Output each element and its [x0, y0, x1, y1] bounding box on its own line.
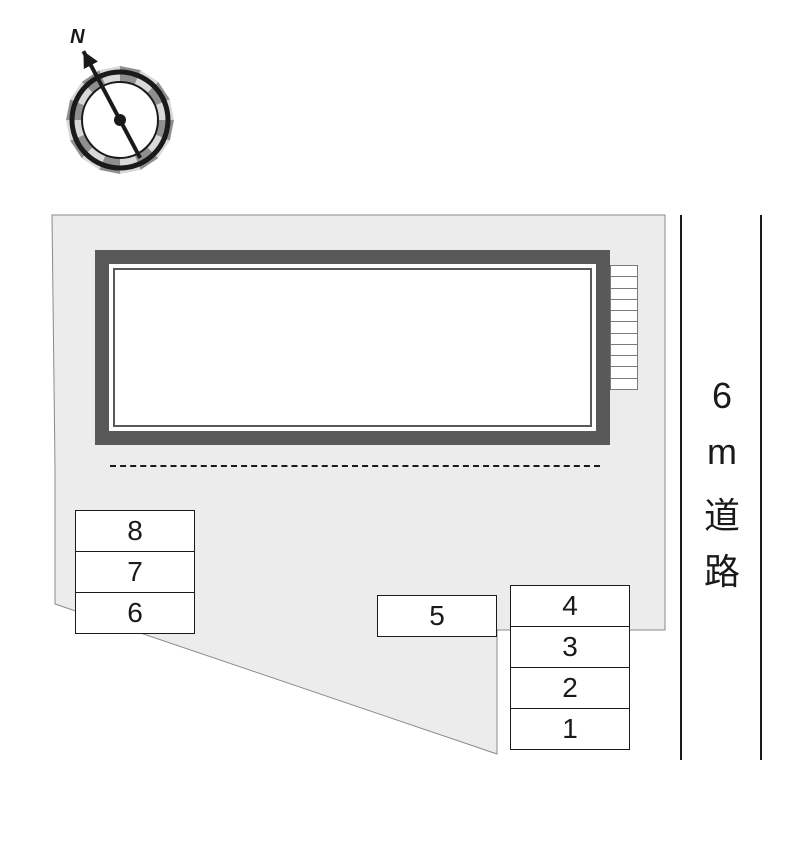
- parking-slot: 7: [75, 551, 195, 593]
- parking-slot: 8: [75, 510, 195, 552]
- parking-slot-label: 4: [562, 590, 578, 622]
- road-label-char: 路: [700, 543, 744, 595]
- parking-slot: 4: [510, 585, 630, 627]
- road-line-right: [760, 215, 762, 760]
- parking-slot-label: 3: [562, 631, 578, 663]
- dashed-boundary: [110, 465, 600, 467]
- parking-slot-label: 7: [127, 556, 143, 588]
- stair-step: [610, 378, 638, 390]
- parking-slot: 2: [510, 667, 630, 709]
- parking-slot-label: 6: [127, 597, 143, 629]
- parking-slot: 6: [75, 592, 195, 634]
- parking-slot-5: 5: [377, 595, 497, 637]
- svg-text:N: N: [70, 26, 85, 48]
- building-outline-inner: [113, 268, 592, 427]
- parking-slot: 1: [510, 708, 630, 750]
- road-label-char: m: [700, 431, 744, 473]
- road-label-char: 道: [700, 487, 744, 539]
- stairs: [610, 265, 638, 400]
- parking-slot-label: 2: [562, 672, 578, 704]
- parking-slot-label: 1: [562, 713, 578, 745]
- road-line-left: [680, 215, 682, 760]
- parking-slot: 3: [510, 626, 630, 668]
- road-label-char: 6: [700, 375, 744, 417]
- compass-icon: N: [0, 0, 220, 220]
- parking-slot-label: 5: [429, 600, 445, 632]
- parking-slot-label: 8: [127, 515, 143, 547]
